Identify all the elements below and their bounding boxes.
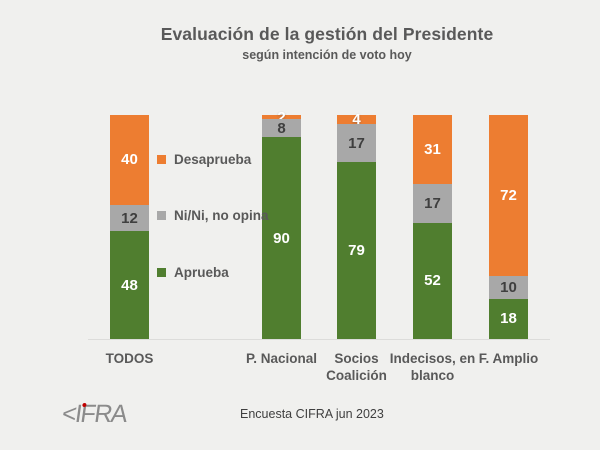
value-label-aprueba-socios-coalici-n: 79 [348, 242, 365, 260]
aprueba-swatch-icon [157, 268, 166, 277]
segment-desaprueba-p-nacional [262, 115, 301, 120]
category-label-socios-coalici-n: Socios Coalición [326, 351, 387, 383]
segment-aprueba-socios-coalici-n [337, 162, 376, 339]
legend-item-nini: Ni/Ni, no opina [157, 208, 269, 223]
page-subtitle: según intención de voto hoy [242, 48, 412, 62]
value-label-ni-ni-no-opina-todos: 12 [121, 209, 138, 227]
x-axis-line [88, 339, 550, 340]
bar-f-amplio: 72 10 18 [489, 115, 528, 339]
segment-aprueba-indecisos-en-blanco [413, 222, 452, 339]
value-label-ni-ni-no-opina-indecisos-en-blanco: 17 [424, 194, 441, 212]
legend-item-aprueba: Aprueba [157, 265, 229, 280]
value-label-aprueba-p-nacional: 90 [273, 229, 290, 247]
value-label-desaprueba-f-amplio: 72 [500, 187, 517, 205]
bar-todos: 40 12 48 [110, 115, 149, 339]
value-label-desaprueba-socios-coalici-n: 4 [352, 110, 361, 128]
bar-p-nacional: 2 8 90 [262, 110, 301, 339]
value-label-desaprueba-todos: 40 [121, 151, 138, 169]
bar-indecisos-en-blanco: 31 17 52 [413, 115, 452, 339]
logo-text: <IFRA [60, 400, 129, 428]
segment-aprueba-f-amplio [489, 298, 528, 339]
segment-ni-ni-no-opina-p-nacional [262, 119, 301, 138]
value-label-ni-ni-no-opina-f-amplio: 10 [500, 278, 517, 296]
value-label-desaprueba-indecisos-en-blanco: 31 [424, 141, 441, 159]
page-title: Evaluación de la gestión del Presidente [160, 24, 494, 44]
legend-label: Ni/Ni, no opina [174, 208, 269, 223]
segment-desaprueba-todos [110, 115, 149, 205]
segment-ni-ni-no-opina-todos [110, 204, 149, 232]
value-label-aprueba-todos: 48 [121, 276, 138, 294]
segment-ni-ni-no-opina-indecisos-en-blanco [413, 184, 452, 223]
segment-ni-ni-no-opina-socios-coalici-n [337, 123, 376, 163]
footer-caption: Encuesta CIFRA jun 2023 [240, 407, 384, 421]
category-label-indecisos-en-blanco: Indecisos, en blanco [389, 351, 476, 383]
value-label-aprueba-f-amplio: 18 [500, 310, 517, 328]
value-label-aprueba-indecisos-en-blanco: 52 [424, 272, 441, 290]
category-label-p-nacional: P. Nacional [245, 351, 318, 366]
segment-desaprueba-socios-coalici-n [337, 115, 376, 124]
value-label-ni-ni-no-opina-socios-coalici-n: 17 [348, 134, 365, 152]
category-label-f-amplio: F. Amplio [478, 351, 539, 366]
value-label-desaprueba-p-nacional: 2 [277, 108, 286, 126]
segment-aprueba-p-nacional [262, 137, 301, 339]
segment-desaprueba-indecisos-en-blanco [413, 115, 452, 185]
cifra-logo: <IFRA [60, 400, 129, 429]
legend-label: Desaprueba [174, 152, 252, 167]
segment-ni-ni-no-opina-f-amplio [489, 276, 528, 299]
category-label-todos: TODOS [105, 351, 154, 366]
desaprueba-swatch-icon [157, 155, 166, 164]
value-label-ni-ni-no-opina-p-nacional: 8 [277, 119, 286, 137]
bar-socios-coalici-n: 4 17 79 [337, 110, 376, 339]
nini-swatch-icon [157, 211, 166, 220]
segment-desaprueba-f-amplio [489, 115, 528, 277]
legend-label: Aprueba [174, 265, 229, 280]
legend-item-desaprueba: Desaprueba [157, 152, 251, 167]
segment-aprueba-todos [110, 231, 149, 339]
